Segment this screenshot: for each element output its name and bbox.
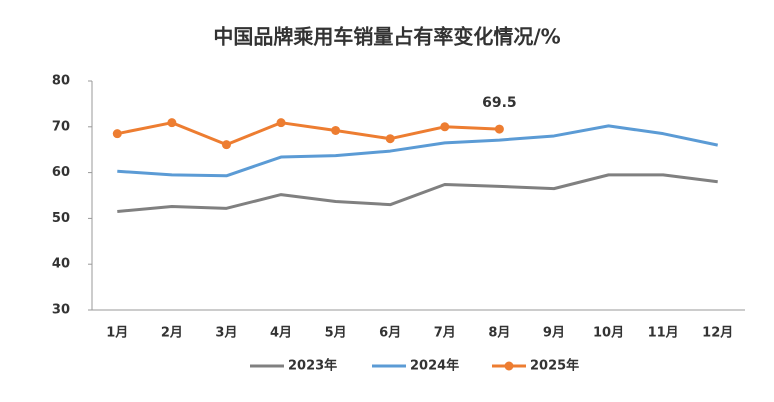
x-tick-label: 1月 [106, 326, 128, 341]
y-tick-label: 40 [52, 257, 70, 272]
x-tick-label: 10月 [593, 326, 624, 341]
point-marker [494, 124, 504, 134]
point-marker [167, 118, 177, 128]
x-tick-label: 3月 [215, 326, 237, 341]
point-marker [331, 125, 341, 135]
point-marker [112, 129, 122, 139]
y-tick-label: 80 [52, 74, 70, 89]
legend-label: 2024年 [410, 358, 459, 374]
x-tick-label: 5月 [325, 326, 347, 341]
x-tick-label: 2月 [161, 326, 183, 341]
chart-title: 中国品牌乘用车销量占有率变化情况/% [213, 25, 560, 49]
x-tick-label: 11月 [648, 326, 679, 341]
y-tick-label: 60 [52, 165, 70, 180]
point-marker [276, 118, 286, 128]
series-line [117, 124, 719, 178]
legend-label: 2025年 [530, 358, 579, 374]
x-tick-label: 6月 [379, 326, 401, 341]
point-marker [385, 134, 395, 144]
legend-label: 2023年 [288, 358, 337, 374]
series-line [117, 173, 718, 214]
y-tick-label: 70 [52, 119, 70, 134]
x-tick-label: 7月 [434, 326, 456, 341]
x-tick-label: 8月 [488, 326, 510, 341]
x-tick-label: 9月 [543, 326, 565, 341]
series-line [116, 121, 500, 147]
x-tick-label: 4月 [270, 326, 292, 341]
y-tick-label: 50 [52, 211, 70, 226]
point-marker [221, 140, 231, 150]
data-label: 69.5 [482, 95, 517, 111]
legend-marker [504, 361, 514, 371]
point-marker [440, 122, 450, 132]
y-tick-label: 30 [52, 303, 70, 318]
x-tick-label: 12月 [702, 326, 733, 341]
